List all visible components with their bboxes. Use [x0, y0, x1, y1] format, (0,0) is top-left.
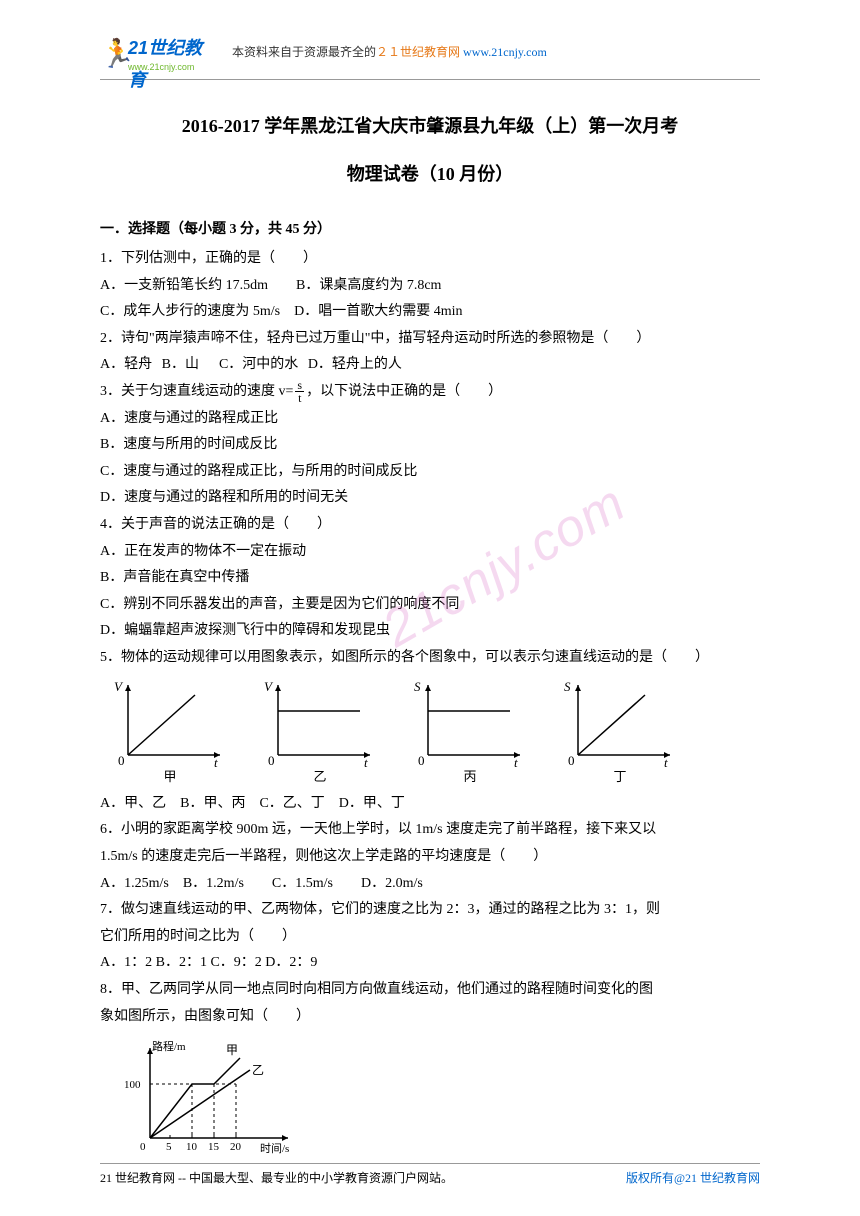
q3-opt-c: C．速度与通过的路程成正比，与所用的时间成反比: [100, 459, 760, 486]
logo: 🏃 21世纪教育 www.21cnjy.com: [100, 30, 220, 75]
q8-line1: 8．甲、乙两同学从同一地点同时向相同方向做直线运动，他们通过的路程随时间变化的图: [100, 977, 760, 1004]
svg-text:15: 15: [208, 1141, 220, 1153]
svg-text:时间/s: 时间/s: [260, 1142, 289, 1155]
svg-text:0: 0: [418, 753, 425, 767]
q5-graph-a: V 0 t 甲: [110, 677, 230, 788]
q1-opt-b: B．课桌高度约为 7.8cm: [296, 278, 441, 293]
q5-caption-a: 甲: [110, 765, 230, 788]
q6-opts: A．1.25m/s B．1.2m/s C．1.5m/s D．2.0m/s: [100, 871, 760, 898]
q3-opt-d: D．速度与通过的路程和所用的时间无关: [100, 485, 760, 512]
q5-opts: A．甲、乙 B．甲、丙 C．乙、丁 D．甲、丁: [100, 791, 760, 818]
q3-opt-b: B．速度与所用的时间成反比: [100, 432, 760, 459]
svg-text:0: 0: [568, 753, 575, 767]
q7-line2: 它们所用的时间之比为（ ）: [100, 924, 760, 951]
svg-text:100: 100: [124, 1079, 141, 1091]
q5-caption-d: 丁: [560, 765, 680, 788]
svg-text:t: t: [664, 755, 668, 767]
q6-line2: 1.5m/s 的速度走完后一半路程，则他这次上学走路的平均速度是（ ）: [100, 844, 760, 871]
q5-graph-b-svg: V 0 t: [260, 677, 380, 767]
q1-opt-d: D．唱一首歌大约需要 4min: [294, 304, 462, 319]
header-source-accent: ２１世纪教育网: [376, 45, 460, 59]
q4-opt-c: C．辨别不同乐器发出的声音，主要是因为它们的响度不同: [100, 592, 760, 619]
page-header: 🏃 21世纪教育 www.21cnjy.com 本资料来自于资源最齐全的２１世纪…: [100, 30, 760, 80]
header-source-prefix: 本资料来自于资源最齐全的: [232, 45, 376, 59]
svg-text:t: t: [214, 755, 218, 767]
q5-graph-c-svg: S 0 t: [410, 677, 530, 767]
q4-opt-d: D．蝙蝠靠超声波探测飞行中的障碍和发现昆虫: [100, 618, 760, 645]
exam-title-line1: 2016-2017 学年黑龙江省大庆市肇源县九年级（上）第一次月考: [100, 110, 760, 142]
question-1-opts-row2: C．成年人步行的速度为 5m/s D．唱一首歌大约需要 4min: [100, 299, 760, 326]
page-footer: 21 世纪教育网 -- 中国最大型、最专业的中小学教育资源门户网站。 版权所有@…: [100, 1163, 760, 1190]
svg-text:乙: 乙: [252, 1063, 264, 1077]
question-3-stem: 3．关于匀速直线运动的速度 v=st，以下说法中正确的是（ ）: [100, 379, 760, 406]
question-1-stem: 1．下列估测中，正确的是（ ）: [100, 246, 760, 273]
question-2-opts: A．轻舟 B．山 C．河中的水 D．轻舟上的人: [100, 352, 760, 379]
svg-text:0: 0: [268, 753, 275, 767]
q2-opt-a: A．轻舟: [100, 357, 152, 372]
svg-text:10: 10: [186, 1141, 198, 1153]
q1-opt-c: C．成年人步行的速度为 5m/s: [100, 304, 280, 319]
question-5-stem: 5．物体的运动规律可以用图象表示，如图所示的各个图象中，可以表示匀速直线运动的是…: [100, 645, 760, 672]
q8-line2: 象如图所示，由图象可知（ ）: [100, 1004, 760, 1031]
svg-text:0: 0: [118, 753, 125, 767]
svg-text:甲: 甲: [226, 1043, 238, 1057]
logo-url-text: www.21cnjy.com: [128, 59, 194, 75]
q3-frac-den: t: [295, 392, 304, 404]
q3-opt-a: A．速度与通过的路程成正比: [100, 406, 760, 433]
q6-line1: 6．小明的家距离学校 900m 远，一天他上学时，以 1m/s 速度走完了前半路…: [100, 817, 760, 844]
svg-text:V: V: [114, 679, 124, 694]
header-source-link: www.21cnjy.com: [463, 45, 547, 59]
exam-title-line2: 物理试卷（10 月份）: [100, 158, 760, 190]
footer-copyright: 版权所有@21 世纪教育网: [626, 1168, 760, 1190]
q4-opt-b: B．声音能在真空中传播: [100, 565, 760, 592]
q2-opt-d: D．轻舟上的人: [308, 357, 402, 372]
q8-graph: 路程/m 时间/s 5 10 15 20 100 0 甲 乙: [110, 1038, 760, 1158]
q4-opt-a: A．正在发声的物体不一定在振动: [100, 539, 760, 566]
svg-text:5: 5: [166, 1141, 172, 1153]
q1-opt-a: A．一支新铅笔长约 17.5dm: [100, 278, 268, 293]
q5-graphs: V 0 t 甲 V 0 t 乙 S 0 t 丙: [110, 677, 760, 788]
svg-text:S: S: [564, 679, 571, 694]
svg-text:20: 20: [230, 1141, 242, 1153]
q3-stem-b: ，以下说法中正确的是（ ）: [306, 384, 502, 399]
q5-caption-b: 乙: [260, 765, 380, 788]
question-1-opts-row1: A．一支新铅笔长约 17.5dm B．课桌高度约为 7.8cm: [100, 273, 760, 300]
question-2-stem: 2．诗句"两岸猿声啼不住，轻舟已过万重山"中，描写轻舟运动时所选的参照物是（ ）: [100, 326, 760, 353]
header-source: 本资料来自于资源最齐全的２１世纪教育网 www.21cnjy.com: [232, 42, 547, 64]
q5-graph-b: V 0 t 乙: [260, 677, 380, 788]
question-4-stem: 4．关于声音的说法正确的是（ ）: [100, 512, 760, 539]
q7-opts: A．1：2 B．2：1 C．9：2 D．2：9: [100, 950, 760, 977]
svg-text:0: 0: [140, 1141, 146, 1153]
q7-line1: 7．做匀速直线运动的甲、乙两物体，它们的速度之比为 2：3，通过的路程之比为 3…: [100, 897, 760, 924]
svg-text:t: t: [364, 755, 368, 767]
q8-graph-svg: 路程/m 时间/s 5 10 15 20 100 0 甲 乙: [110, 1038, 300, 1158]
q5-graph-a-svg: V 0 t: [110, 677, 230, 767]
q3-fraction: st: [295, 379, 304, 404]
section-heading: 一．选择题（每小题 3 分，共 45 分）: [100, 217, 760, 242]
q2-opt-c: C．河中的水: [219, 357, 298, 372]
footer-left: 21 世纪教育网 -- 中国最大型、最专业的中小学教育资源门户网站。: [100, 1168, 453, 1190]
svg-text:t: t: [514, 755, 518, 767]
svg-text:S: S: [414, 679, 421, 694]
q5-caption-c: 丙: [410, 765, 530, 788]
q5-graph-c: S 0 t 丙: [410, 677, 530, 788]
q2-opt-b: B．山: [162, 357, 199, 372]
q5-graph-d: S 0 t 丁: [560, 677, 680, 788]
q3-stem-a: 3．关于匀速直线运动的速度 v=: [100, 384, 293, 399]
q5-graph-d-svg: S 0 t: [560, 677, 680, 767]
svg-text:V: V: [264, 679, 274, 694]
svg-text:路程/m: 路程/m: [152, 1040, 186, 1053]
